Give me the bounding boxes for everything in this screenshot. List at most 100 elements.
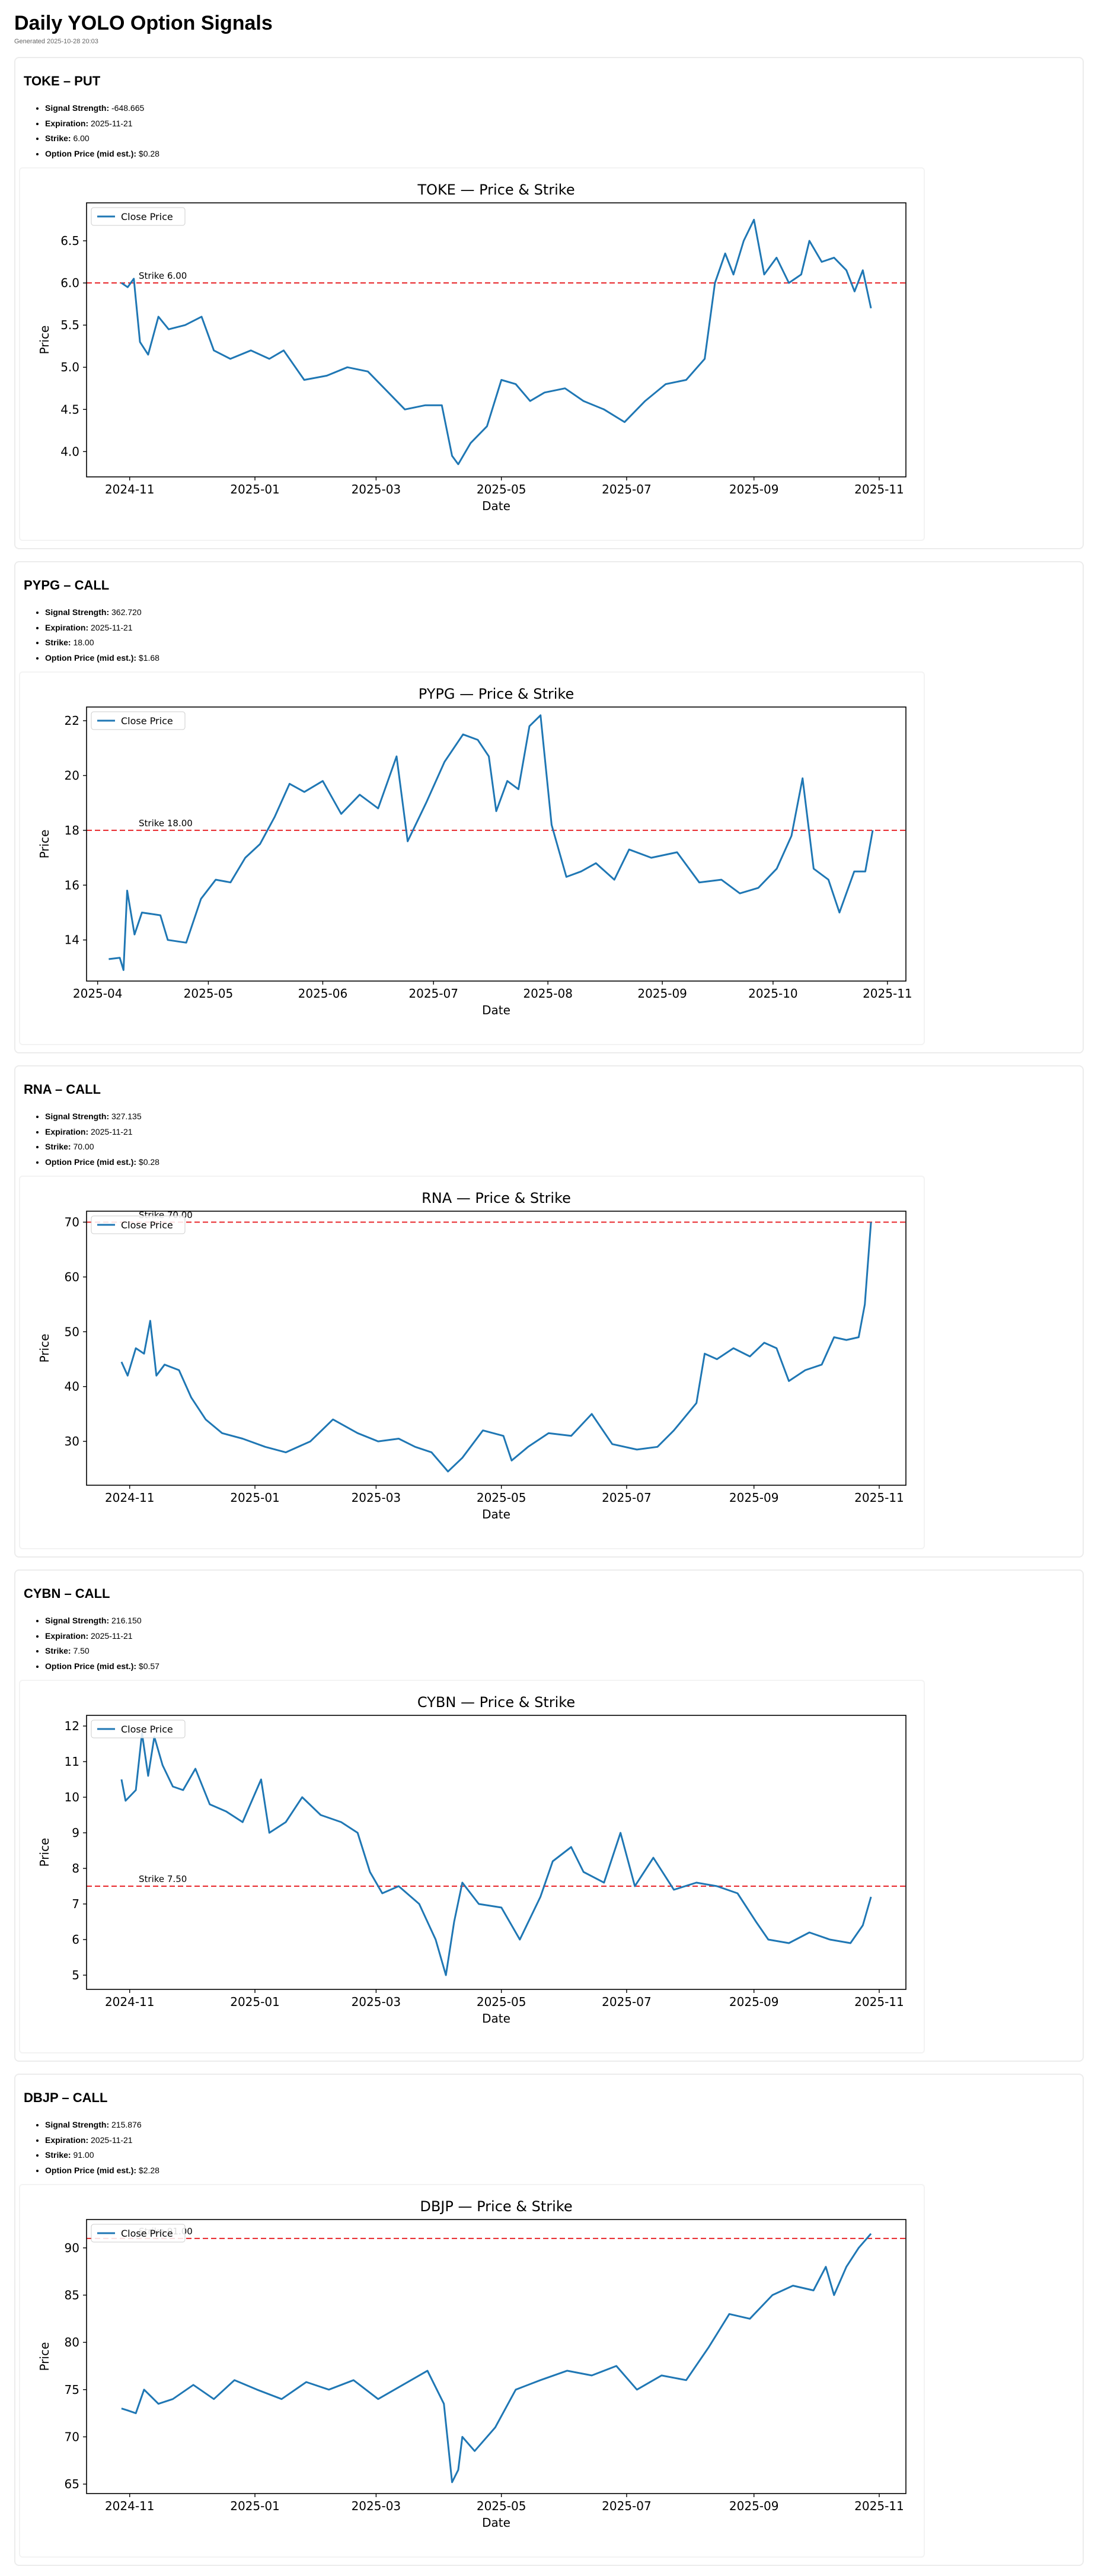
- strike-label: Strike:: [45, 2150, 71, 2160]
- signal-strength-item: Signal Strength: 327.135: [45, 1109, 159, 1125]
- x-tick-label: 2025-05: [184, 986, 234, 1001]
- close-price-line: [108, 714, 874, 971]
- option-price-label: Option Price (mid est.):: [45, 652, 137, 663]
- x-tick-label: 2025-11: [854, 1995, 904, 2009]
- strike-item: Strike: 6.00: [45, 131, 159, 147]
- expiration-item: Expiration: 2025-11-21: [45, 620, 159, 636]
- x-tick-label: 2025-09: [637, 986, 687, 1001]
- expiration-label: Expiration:: [45, 2135, 89, 2145]
- strike-label: Strike:: [45, 1646, 71, 1655]
- y-tick-label: 65: [65, 2477, 79, 2491]
- y-tick-label: 12: [65, 1719, 79, 1733]
- chart-figure: CYBN — Price & Strike Strike 7.50 2024-11 2…: [19, 1680, 925, 2053]
- option-price-label: Option Price (mid est.):: [45, 1157, 137, 1167]
- signal-details: Signal Strength: 216.150 Expiration: 202…: [31, 1613, 159, 1674]
- y-tick-label: 85: [65, 2288, 79, 2302]
- y-tick-label: 70: [65, 2429, 79, 2444]
- x-axis-label: Date: [482, 2011, 510, 2026]
- option-price-item: Option Price (mid est.): $1.68: [45, 651, 159, 666]
- x-axis-label: Date: [482, 499, 510, 513]
- expiration-value: 2025-11-21: [91, 2135, 133, 2145]
- chart-legend: Close Price: [91, 1720, 186, 1738]
- signal-strength-label: Signal Strength:: [45, 607, 110, 617]
- x-tick-label: 2025-07: [602, 482, 652, 496]
- y-tick-label: 5: [72, 1968, 79, 1982]
- x-tick-label: 2025-09: [729, 1491, 779, 1505]
- chart-figure: RNA — Price & Strike Strike 70.00 2024-11 2…: [19, 1176, 925, 1549]
- strike-item: Strike: 18.00: [45, 635, 159, 651]
- chart-legend: Close Price: [91, 1215, 186, 1234]
- y-tick-label: 4.0: [60, 444, 79, 458]
- signal-strength-label: Signal Strength:: [45, 103, 110, 113]
- signal-details: Signal Strength: 327.135 Expiration: 202…: [31, 1109, 159, 1170]
- y-tick-label: 80: [65, 2335, 79, 2349]
- signal-strength-item: Signal Strength: 216.150: [45, 1613, 159, 1629]
- page-title: Daily YOLO Option Signals: [14, 12, 273, 34]
- legend-label: Close Price: [121, 1219, 173, 1231]
- x-tick-label: 2025-10: [748, 986, 798, 1001]
- strike-item: Strike: 70.00: [45, 1139, 159, 1155]
- x-axis-label: Date: [482, 1003, 510, 1017]
- strike-value: 7.50: [73, 1646, 90, 1655]
- y-tick-label: 8: [72, 1861, 79, 1876]
- x-tick-label: 2025-09: [729, 1995, 779, 2009]
- y-axis-label: Price: [37, 830, 52, 859]
- y-tick-label: 11: [65, 1755, 79, 1769]
- signal-heading: TOKE – PUT: [24, 74, 101, 88]
- chart-title: RNA — Price & Strike: [422, 1190, 571, 1206]
- y-tick-label: 6.5: [60, 234, 79, 248]
- y-axis-label: Price: [37, 326, 52, 355]
- signal-strength-label: Signal Strength:: [45, 1112, 110, 1121]
- x-tick-label: 2025-03: [352, 1491, 401, 1505]
- y-tick-label: 70: [65, 1215, 79, 1229]
- x-tick-label: 2025-11: [854, 482, 904, 496]
- price-strike-chart: CYBN — Price & Strike Strike 7.50 2024-11 2…: [37, 1694, 907, 2026]
- signal-strength-item: Signal Strength: -648.665: [45, 101, 159, 116]
- expiration-item: Expiration: 2025-11-21: [45, 1629, 159, 1644]
- option-price-item: Option Price (mid est.): $0.57: [45, 1659, 159, 1674]
- chart-title: DBJP — Price & Strike: [420, 2198, 572, 2215]
- price-strike-chart: TOKE — Price & Strike Strike 6.00 2024-11 2…: [37, 182, 907, 513]
- expiration-item: Expiration: 2025-11-21: [45, 2133, 159, 2148]
- option-price-value: $0.28: [138, 148, 159, 158]
- option-price-item: Option Price (mid est.): $2.28: [45, 2163, 159, 2179]
- expiration-item: Expiration: 2025-11-21: [45, 1125, 159, 1140]
- expiration-label: Expiration:: [45, 622, 89, 632]
- signal-details: Signal Strength: 215.876 Expiration: 202…: [31, 2118, 159, 2178]
- option-price-label: Option Price (mid est.):: [45, 148, 137, 158]
- strike-label: Strike:: [45, 638, 71, 647]
- y-tick-label: 9: [72, 1826, 79, 1840]
- y-tick-label: 5.0: [60, 360, 79, 374]
- option-price-value: $1.68: [138, 652, 159, 663]
- signal-heading: DBJP – CALL: [24, 2090, 108, 2105]
- y-tick-label: 6.0: [60, 276, 79, 290]
- option-price-label: Option Price (mid est.):: [45, 2165, 137, 2175]
- plot-frame: [86, 202, 907, 477]
- signal-details: Signal Strength: 362.720 Expiration: 202…: [31, 605, 159, 666]
- chart-figure: TOKE — Price & Strike Strike 6.00 2024-11 2…: [19, 167, 925, 541]
- y-tick-label: 75: [65, 2383, 79, 2397]
- legend-box: [91, 2224, 186, 2243]
- x-tick-label: 2024-11: [105, 1491, 155, 1505]
- y-tick-label: 14: [65, 933, 79, 947]
- y-tick-label: 30: [65, 1434, 79, 1448]
- y-tick-label: 90: [65, 2241, 79, 2255]
- chart-title: TOKE — Price & Strike: [417, 182, 574, 198]
- chart-figure: PYPG — Price & Strike Strike 18.00 2025-04…: [19, 671, 925, 1045]
- x-tick-label: 2025-01: [230, 1491, 280, 1505]
- y-tick-label: 20: [65, 769, 79, 783]
- strike-label: Strike:: [45, 133, 71, 143]
- signal-card: PYPG – CALL Signal Strength: 362.720 Exp…: [14, 561, 1084, 1053]
- expiration-value: 2025-11-21: [91, 118, 133, 128]
- y-axis-label: Price: [37, 1334, 52, 1363]
- y-tick-label: 4.5: [60, 402, 79, 416]
- signal-strength-value: -648.665: [111, 103, 145, 113]
- x-tick-label: 2025-07: [602, 2499, 652, 2513]
- x-tick-label: 2025-01: [230, 2499, 280, 2513]
- x-axis-label: Date: [482, 1507, 510, 1521]
- plot-frame: [86, 1715, 907, 1990]
- y-tick-label: 60: [65, 1270, 79, 1284]
